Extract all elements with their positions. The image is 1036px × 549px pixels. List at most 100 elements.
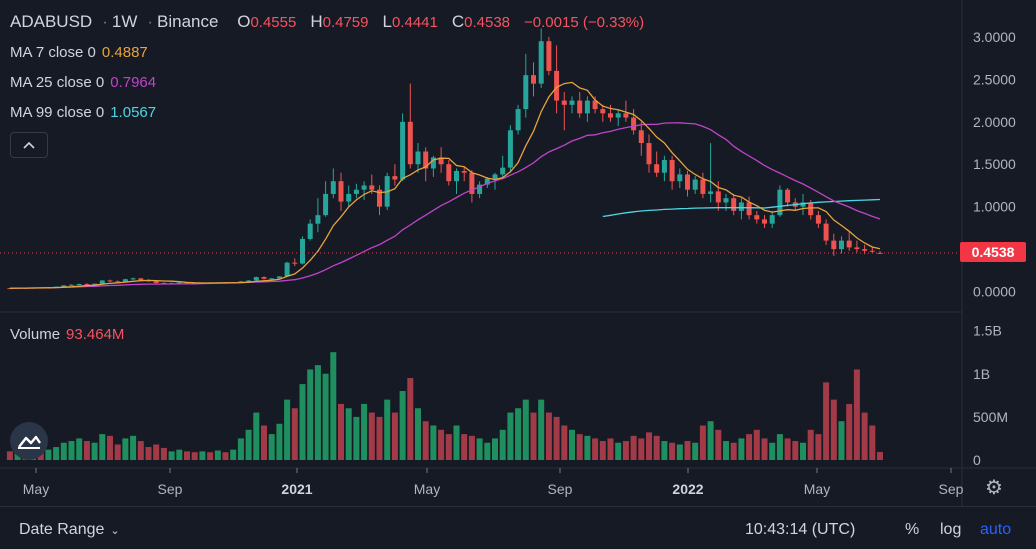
- volume-bar: [723, 441, 729, 460]
- candle-body: [523, 75, 529, 110]
- candle-body: [261, 277, 267, 279]
- volume-bar: [545, 412, 552, 460]
- date-range-button[interactable]: Date Range ⌄: [19, 521, 120, 539]
- settings-gear-icon[interactable]: ⚙: [985, 477, 1003, 499]
- ma-lines: [0, 81, 962, 289]
- volume-bar: [715, 429, 722, 460]
- candle-body: [862, 249, 868, 251]
- volume-legend[interactable]: Volume 93.464M: [10, 326, 130, 343]
- candle-body: [646, 143, 652, 165]
- exchange-label: Binance: [157, 12, 219, 31]
- collapse-legend-button[interactable]: [10, 132, 48, 158]
- price-tick-label: 1.5000: [973, 156, 1016, 172]
- candle-body: [346, 193, 352, 202]
- chevron-down-icon: ⌄: [110, 525, 120, 537]
- candle-body: [284, 262, 290, 277]
- ma7-line: [9, 81, 881, 289]
- log-scale-toggle[interactable]: log: [940, 521, 962, 538]
- candle-body: [430, 157, 436, 169]
- candle-body: [184, 282, 190, 284]
- volume-bar: [299, 384, 306, 460]
- ma7-legend[interactable]: MA 7 close 0 0.4887: [10, 44, 154, 61]
- candle-body: [846, 240, 852, 248]
- volume-bar: [199, 451, 206, 460]
- ma25-legend[interactable]: MA 25 close 0 0.7964: [10, 74, 162, 91]
- separator-dot: ·: [102, 12, 108, 31]
- candle-body: [592, 100, 598, 110]
- candle-body: [515, 109, 521, 131]
- volume-bar: [160, 447, 167, 460]
- ohlc-low: L0.4441: [382, 12, 438, 31]
- ohlc-open: O0.4555: [237, 12, 297, 31]
- volume-bar: [399, 391, 406, 460]
- volume-bar: [237, 438, 244, 460]
- candle-body: [115, 281, 121, 283]
- volume-bar: [607, 438, 614, 460]
- time-tick-label: May: [414, 481, 440, 497]
- candle-body: [423, 151, 429, 169]
- volume-bar: [214, 450, 221, 460]
- volume-bar: [646, 432, 652, 460]
- time-tick-label: 2021: [281, 481, 312, 497]
- symbol-name[interactable]: ADABUSD: [10, 12, 93, 31]
- price-tick-label: 3.0000: [973, 29, 1016, 45]
- candle-body: [500, 167, 506, 175]
- volume-bar: [245, 429, 252, 460]
- candle-body: [823, 223, 829, 241]
- volume-bar: [561, 425, 568, 460]
- candle-body: [269, 278, 275, 280]
- last-price-tag: 0.4538: [960, 242, 1026, 262]
- candle-body: [685, 174, 690, 190]
- candle-body: [831, 240, 837, 250]
- price-tick-label: 0.0000: [973, 284, 1016, 300]
- bottom-toolbar: Date Range ⌄ 10:43:14 (UTC) % log auto: [0, 506, 1036, 549]
- candle-body: [253, 277, 259, 281]
- candle-body: [738, 202, 744, 211]
- candles: [7, 28, 883, 290]
- separator-dot: ·: [147, 12, 154, 31]
- candle-body: [438, 157, 444, 165]
- utc-clock[interactable]: 10:43:14 (UTC): [745, 521, 856, 538]
- candle-body: [469, 172, 475, 194]
- candle-body: [661, 160, 667, 173]
- volume-bar: [6, 451, 13, 460]
- volume-tick-label: 1B: [973, 366, 990, 382]
- candle-body: [99, 280, 105, 284]
- time-tick-label: 2022: [672, 481, 703, 497]
- volume-tick-label: 1.5B: [973, 323, 1002, 339]
- candle-body: [122, 279, 128, 282]
- volume-bar: [800, 442, 806, 460]
- candle-body: [292, 262, 298, 264]
- candle-body: [700, 179, 706, 194]
- volume-bar: [415, 408, 421, 460]
- candle-body: [815, 215, 821, 224]
- volume-bar: [130, 435, 137, 460]
- volume-bar: [345, 408, 352, 460]
- ma25-label: MA 25 close 0: [10, 74, 105, 91]
- volume-bar: [807, 429, 814, 460]
- price-chart[interactable]: 3.0000 2.5000 2.0000 1.5000 1.0000 0.0000 1.5…: [0, 0, 1036, 506]
- candle-body: [377, 189, 382, 207]
- volume-bar: [738, 438, 745, 460]
- candle-body: [631, 117, 637, 131]
- volume-bar: [107, 435, 113, 460]
- ma99-legend[interactable]: MA 99 close 0 1.0567: [10, 104, 162, 121]
- volume-bar: [407, 378, 414, 460]
- candle-body: [92, 283, 98, 285]
- auto-scale-toggle[interactable]: auto: [980, 521, 1012, 538]
- volume-bar: [430, 425, 437, 460]
- tradingview-logo[interactable]: [10, 422, 48, 460]
- volume-bar: [422, 421, 429, 460]
- candle-body: [492, 174, 498, 179]
- volume-bar: [630, 435, 637, 460]
- ohlc-high: H0.4759: [310, 12, 369, 31]
- volume-bar: [476, 438, 483, 460]
- volume-bar: [592, 438, 599, 460]
- percent-scale-toggle[interactable]: %: [905, 521, 920, 538]
- volume-bar: [368, 412, 375, 460]
- volume-bar: [291, 408, 298, 460]
- interval-label[interactable]: 1W: [111, 12, 138, 31]
- time-tick-label: May: [804, 481, 830, 497]
- candle-body: [7, 288, 13, 290]
- volume-bar: [99, 434, 106, 460]
